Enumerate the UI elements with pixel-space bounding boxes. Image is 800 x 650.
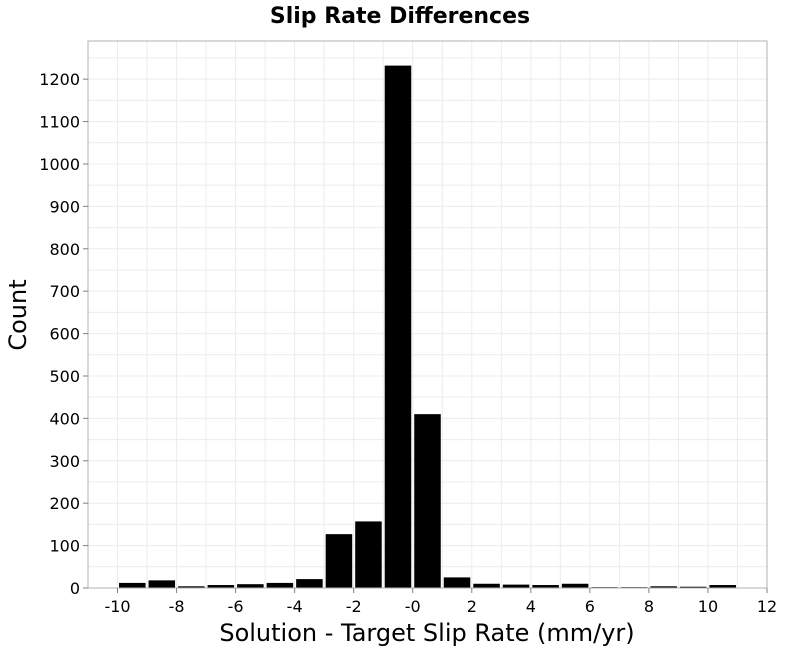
y-tick-label: 100 (49, 537, 80, 556)
y-tick-label: 1200 (39, 70, 80, 89)
y-axis-label: Count (4, 279, 32, 350)
y-tick-label: 800 (49, 240, 80, 259)
histogram-bar (709, 585, 736, 588)
y-tick-label: 0 (70, 579, 80, 598)
x-tick-label: -0 (405, 597, 421, 616)
histogram-bar (473, 583, 500, 588)
x-tick-label: 10 (698, 597, 718, 616)
histogram-bar (325, 534, 353, 588)
x-axis-ticks: -10 -8 -6 -4 -2 -0 2 4 6 8 10 12 (104, 588, 777, 616)
y-axis-ticks: 0 100 200 300 400 500 600 700 800 900 1000 1100 1200 (39, 70, 88, 598)
histogram-bar (296, 579, 323, 588)
y-tick-label: 900 (49, 197, 80, 216)
histogram-bar (178, 586, 205, 588)
y-tick-label: 1000 (39, 155, 80, 174)
y-tick-label: 400 (49, 409, 80, 428)
histogram-bar (414, 414, 441, 588)
histogram-bar (561, 583, 589, 588)
x-tick-label: 6 (585, 597, 595, 616)
y-tick-label: 300 (49, 452, 80, 471)
histogram-bar (266, 582, 294, 588)
histogram-bar (207, 585, 235, 588)
x-tick-label: 8 (644, 597, 654, 616)
histogram-bar (148, 580, 176, 588)
y-tick-label: 600 (49, 325, 80, 344)
y-tick-label: 1100 (39, 113, 80, 132)
histogram-bar (119, 582, 146, 588)
x-tick-label: -4 (287, 597, 303, 616)
y-tick-label: 500 (49, 367, 80, 386)
x-tick-label: -2 (346, 597, 362, 616)
histogram-bar (532, 585, 559, 588)
histogram-bar (679, 586, 707, 588)
histogram-bar (384, 65, 412, 588)
x-tick-label: -6 (228, 597, 244, 616)
chart-title: Slip Rate Differences (270, 4, 530, 29)
x-tick-label: 2 (467, 597, 477, 616)
histogram-bar (650, 586, 677, 588)
histogram-bar (355, 521, 382, 588)
x-axis-label: Solution - Target Slip Rate (mm/yr) (219, 619, 634, 647)
plot-frame (87, 40, 768, 589)
y-tick-label: 200 (49, 494, 80, 513)
bars (119, 65, 736, 588)
y-tick-label: 700 (49, 282, 80, 301)
x-tick-label: 12 (757, 597, 777, 616)
histogram-bar (443, 577, 471, 588)
x-tick-label: -8 (169, 597, 185, 616)
histogram-bar (237, 584, 264, 588)
histogram-bar (502, 584, 530, 588)
x-tick-label: 4 (526, 597, 536, 616)
x-tick-label: -10 (104, 597, 130, 616)
